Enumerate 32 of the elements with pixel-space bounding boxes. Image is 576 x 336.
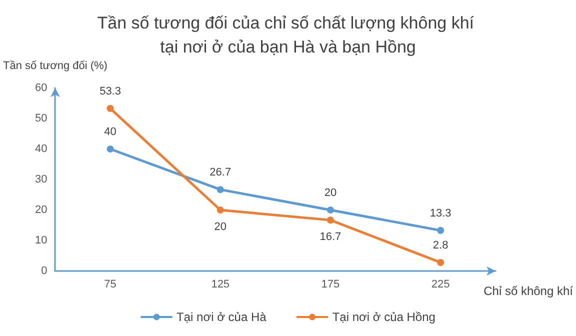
data-label: 20 [214, 221, 226, 233]
data-label: 2.8 [432, 239, 448, 252]
y-tick-label: 30 [34, 174, 48, 186]
data-label: 26.7 [210, 166, 232, 179]
x-tick-label: 75 [104, 278, 116, 290]
y-tick-label: 10 [34, 234, 48, 246]
y-tick-label: 0 [41, 265, 48, 277]
point [437, 226, 444, 234]
x-tick-label: 225 [431, 278, 450, 290]
x-tick-label: 175 [321, 278, 340, 290]
point [216, 186, 224, 194]
point [326, 216, 334, 224]
chart-title: Tần số tương đối của chỉ số chất lượng không khí tại nơi ở của bạn Hà và bạn Hồng [97, 14, 479, 56]
y-axis-title: Tần số tương đối (%) [3, 60, 108, 72]
data-label: 16.7 [320, 231, 342, 244]
y-tick-label: 40 [34, 143, 48, 155]
data-label: 13.3 [430, 207, 452, 220]
x-axis-title: Chỉ số không khí [484, 284, 574, 298]
legend-label: Tại nơi ở của Hà [176, 310, 267, 324]
y-tick-label: 60 [34, 82, 48, 94]
x-tick-label: 125 [211, 278, 230, 290]
data-label: 40 [104, 126, 116, 138]
data-label: 20 [324, 187, 337, 199]
point [437, 258, 444, 266]
point [106, 146, 114, 152]
data-label: 53.3 [100, 85, 121, 98]
point [106, 104, 114, 112]
legend-label: Tại nơi ở của Hồng [332, 310, 436, 324]
y-tick-label: 50 [34, 112, 48, 124]
point [216, 206, 224, 214]
point [326, 206, 334, 214]
y-tick-label: 20 [34, 204, 48, 216]
